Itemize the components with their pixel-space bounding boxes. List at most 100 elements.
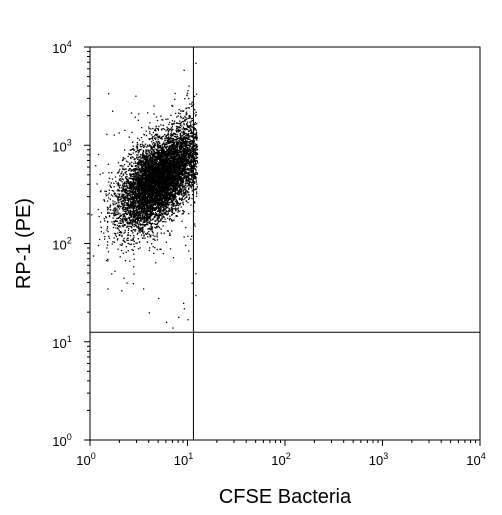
data-point: [160, 232, 162, 234]
data-point: [147, 202, 149, 204]
data-point: [125, 189, 127, 191]
data-point: [189, 178, 192, 180]
data-point: [121, 225, 123, 227]
data-point: [157, 218, 159, 220]
data-point: [119, 244, 121, 246]
data-point: [183, 167, 186, 170]
data-point: [148, 221, 150, 223]
data-point: [120, 222, 123, 224]
data-point: [130, 222, 132, 224]
data-point: [191, 136, 193, 138]
data-point: [165, 142, 167, 144]
data-point: [185, 192, 187, 194]
data-point: [126, 212, 128, 215]
data-point: [162, 191, 164, 193]
data-point: [165, 139, 167, 141]
data-point: [177, 131, 180, 133]
data-point: [178, 204, 180, 207]
data-point: [155, 227, 157, 229]
data-point: [181, 184, 183, 187]
data-point: [194, 158, 196, 161]
data-point: [138, 167, 140, 169]
data-point: [157, 225, 159, 227]
data-point: [166, 152, 168, 155]
data-point: [183, 164, 185, 166]
data-point: [176, 170, 178, 172]
data-point: [165, 241, 167, 243]
data-point: [115, 213, 117, 215]
data-point: [138, 174, 140, 176]
data-point: [156, 232, 159, 234]
data-point: [122, 221, 124, 223]
data-point: [156, 239, 159, 241]
data-point: [171, 213, 174, 216]
data-point: [176, 203, 179, 205]
data-point: [128, 182, 130, 184]
data-point: [189, 145, 191, 147]
data-point: [128, 227, 130, 230]
data-point: [130, 190, 133, 192]
data-point: [158, 141, 160, 143]
data-point: [165, 150, 167, 152]
data-point: [163, 163, 165, 165]
data-point: [154, 213, 157, 215]
data-point: [139, 155, 141, 157]
data-point: [191, 155, 193, 157]
data-point: [169, 196, 172, 198]
data-point: [195, 177, 197, 179]
data-point: [143, 207, 145, 209]
data-point: [153, 223, 155, 225]
data-point: [156, 141, 158, 143]
data-point: [165, 203, 168, 205]
data-point: [117, 184, 120, 186]
data-point: [157, 144, 159, 146]
data-point: [142, 192, 144, 194]
data-point: [195, 93, 198, 95]
data-point: [186, 121, 189, 123]
data-point: [139, 205, 141, 207]
data-point: [143, 195, 146, 197]
data-point: [172, 212, 174, 214]
data-point: [179, 120, 181, 122]
data-point: [116, 213, 118, 215]
data-point: [142, 156, 144, 158]
data-point: [178, 154, 180, 156]
data-point: [167, 134, 169, 136]
data-point: [167, 166, 169, 168]
data-point: [162, 189, 164, 191]
data-point: [130, 149, 132, 151]
data-point: [154, 235, 156, 237]
data-point: [161, 138, 163, 140]
data-point: [143, 184, 145, 186]
data-point: [162, 206, 164, 208]
data-point: [171, 133, 174, 136]
data-point: [143, 234, 145, 236]
data-point: [132, 220, 134, 223]
data-point: [166, 191, 168, 193]
data-point: [171, 141, 173, 143]
data-point: [186, 159, 188, 161]
data-point: [176, 116, 178, 118]
data-point: [169, 183, 171, 186]
data-point: [157, 204, 159, 206]
data-point: [163, 168, 165, 170]
data-point: [136, 222, 138, 224]
data-point: [159, 177, 162, 179]
data-point: [112, 241, 114, 243]
data-point: [154, 143, 156, 145]
data-point: [136, 169, 138, 171]
data-point: [134, 176, 136, 178]
data-point: [157, 129, 160, 131]
data-point: [196, 134, 198, 136]
data-point: [156, 159, 158, 161]
data-point: [128, 183, 130, 185]
data-point: [116, 204, 119, 206]
data-point: [153, 105, 155, 107]
data-point: [108, 215, 111, 218]
data-point: [130, 200, 132, 202]
data-point: [168, 158, 170, 160]
data-point: [163, 167, 165, 169]
data-point: [153, 216, 155, 218]
data-point: [145, 211, 148, 214]
data-point: [181, 137, 184, 140]
